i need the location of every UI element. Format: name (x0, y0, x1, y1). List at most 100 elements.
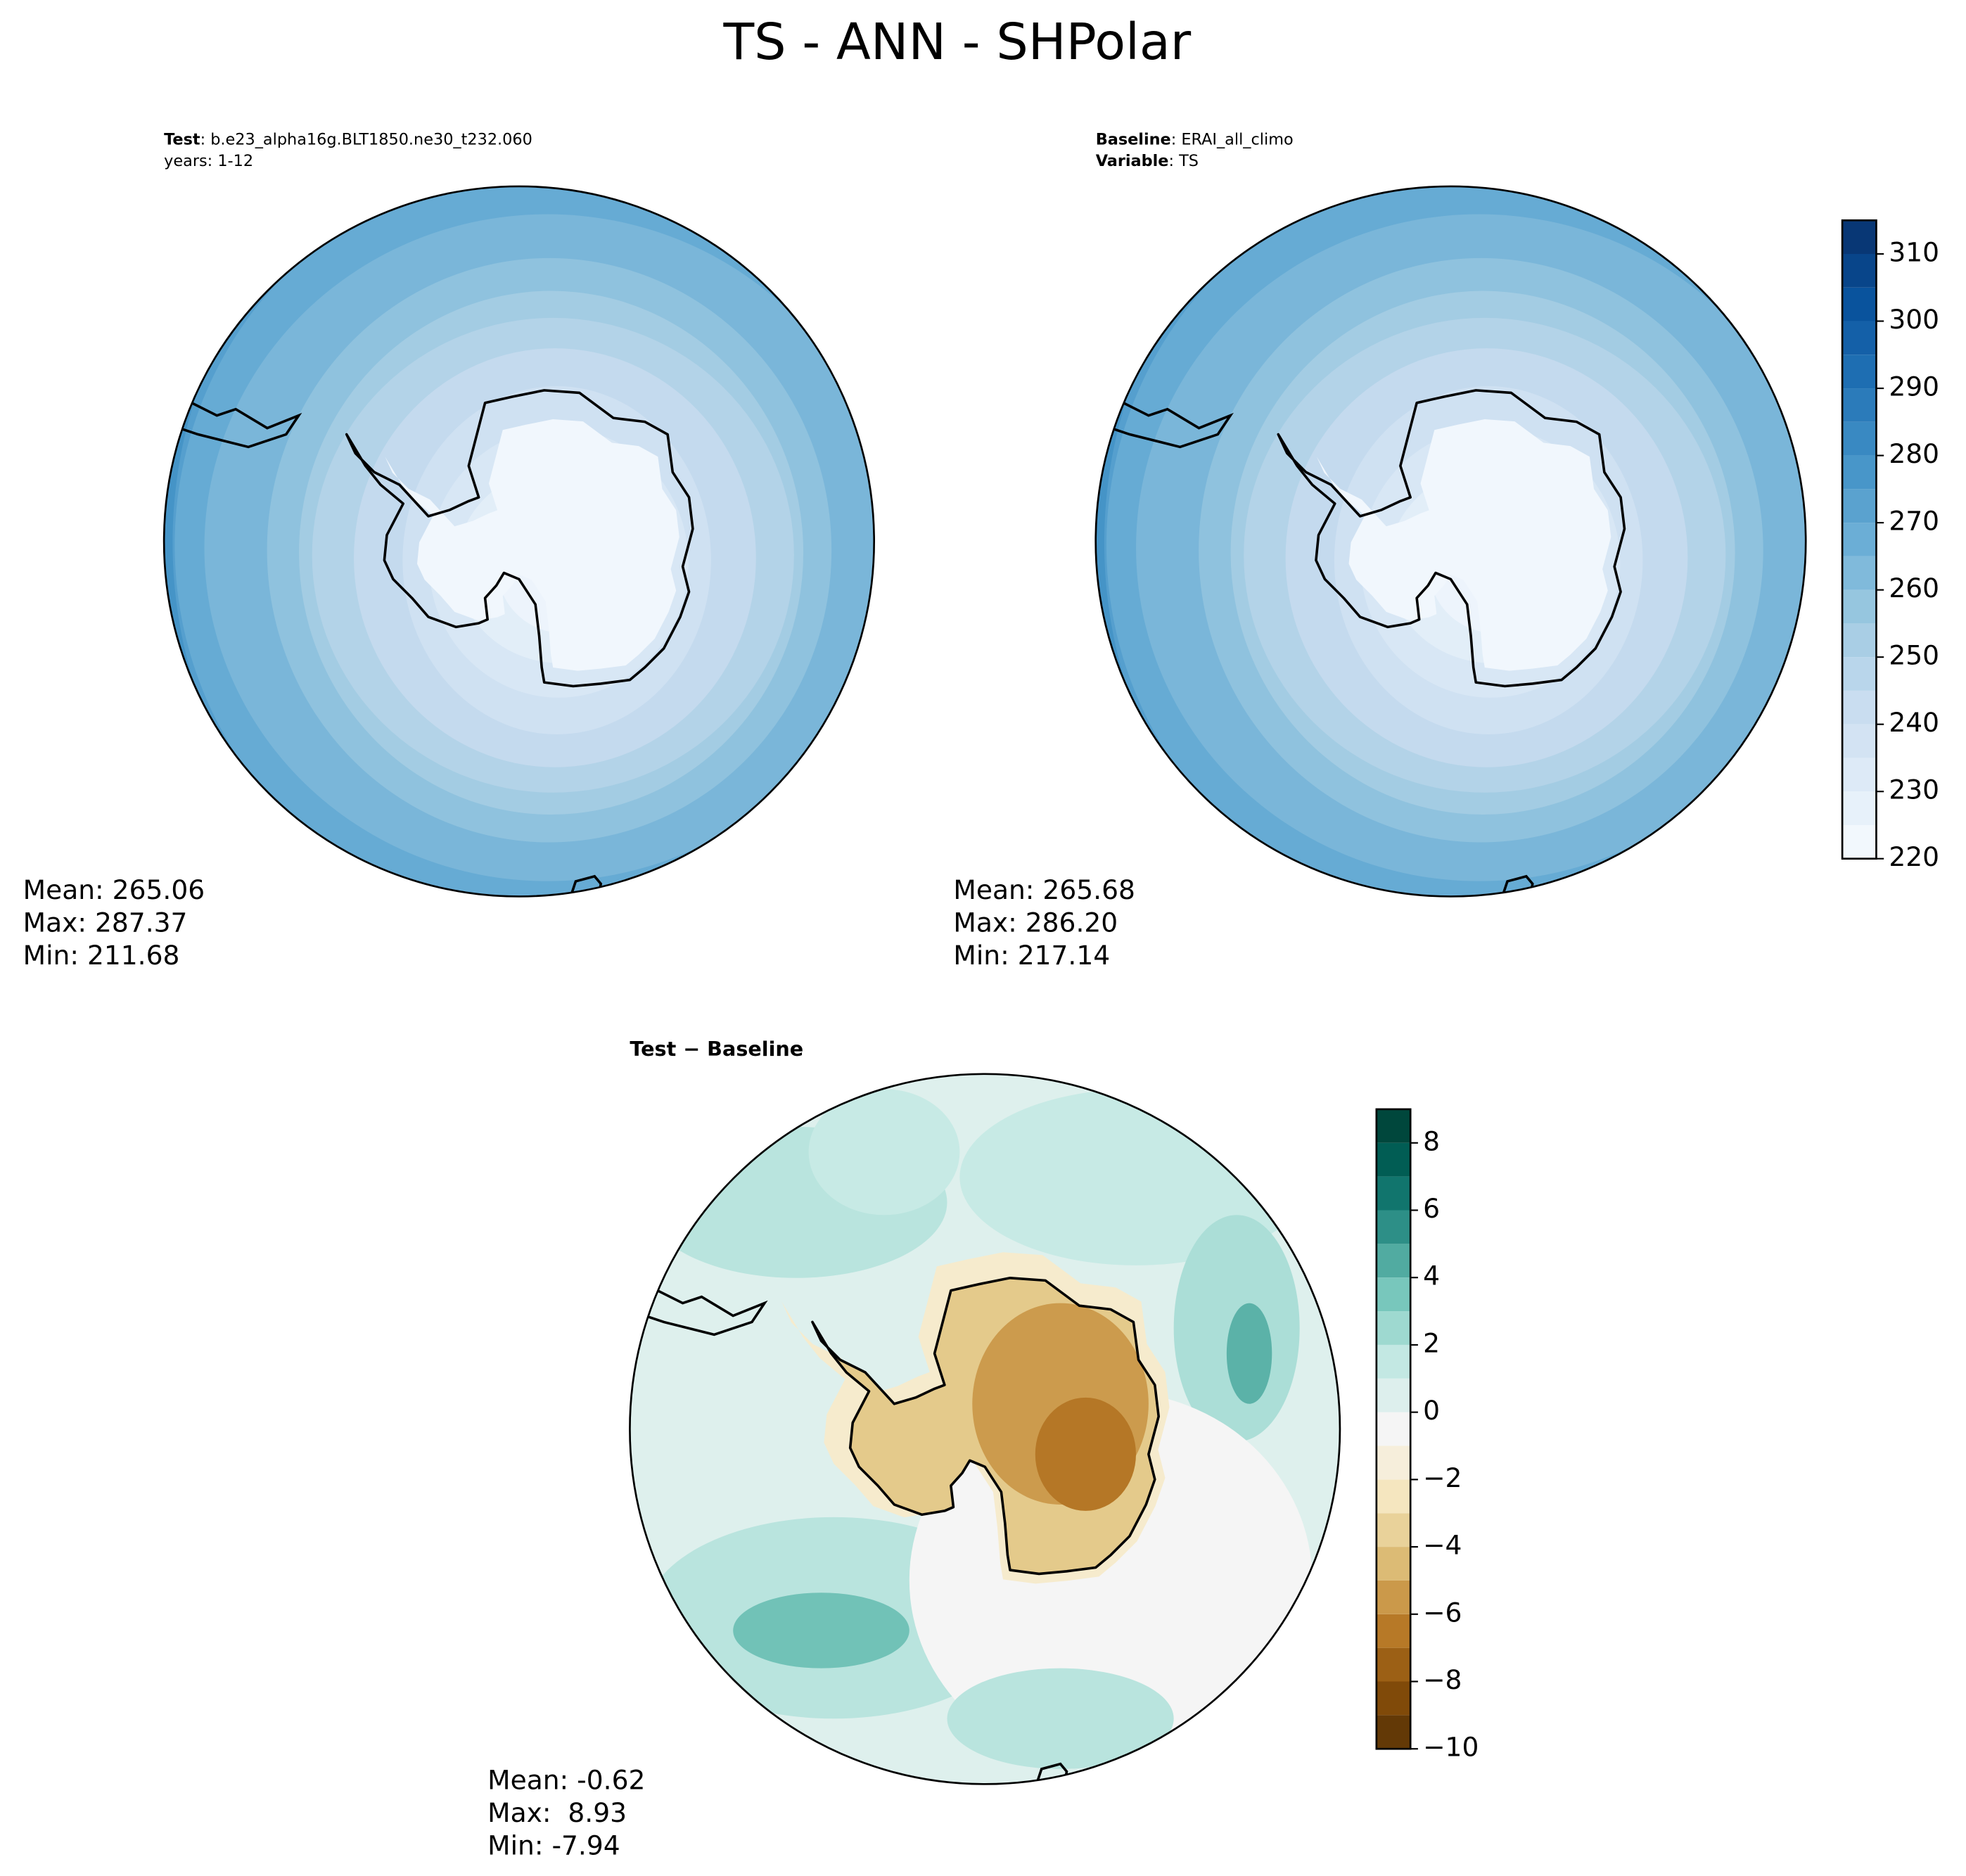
colorbar-band (1842, 287, 1877, 321)
header-text: : b.e23_alpha16g.BLT1850.ne30_t232.060 (200, 130, 532, 148)
colorbar-tick-label: 6 (1423, 1193, 1440, 1224)
colorbar-band (1376, 1446, 1411, 1480)
stat-text: Max: 287.37 (23, 907, 188, 938)
contour-band (808, 1089, 960, 1215)
colorbar-band (1842, 455, 1877, 490)
coastline (644, 1289, 768, 1336)
colorbar-band (1376, 1614, 1411, 1648)
colorbar-band (1376, 1479, 1411, 1514)
colorbar-tick-label: −8 (1423, 1664, 1462, 1695)
colorbar-tick-label: −10 (1423, 1732, 1479, 1763)
colorbar-tick-label: 4 (1423, 1261, 1440, 1291)
colorbar-tick-label: 8 (1423, 1125, 1440, 1156)
coastline (1110, 402, 1234, 449)
colorbar-band (1376, 1580, 1411, 1614)
colorbar-band (1842, 421, 1877, 456)
colorbar-band (1842, 758, 1877, 792)
panel-header: Baseline: ERAI_all_climo (1096, 130, 1294, 148)
stat-text: Mean: -0.62 (487, 1764, 645, 1795)
colorbar-band (1376, 1715, 1411, 1749)
colorbar-tick-label: 260 (1889, 573, 1939, 604)
map-boundary (629, 1073, 1341, 1785)
colorbar-tick-label: −2 (1423, 1462, 1462, 1493)
panel-header: years: 1-12 (164, 152, 253, 170)
ice (385, 419, 679, 671)
colorbar-band (1376, 1344, 1411, 1379)
colorbar-band (1376, 1547, 1411, 1581)
colorbar-band (1376, 1109, 1411, 1143)
colorbar-band (1376, 1311, 1411, 1345)
colorbar-band (1842, 355, 1877, 389)
colorbar-band (1842, 220, 1877, 255)
colorbar-frame (1375, 1108, 1412, 1750)
header-label: Baseline (1096, 130, 1171, 148)
colorbar-band (1842, 791, 1877, 825)
colorbar-tick-label: −6 (1423, 1597, 1462, 1628)
colorbar-band (1376, 1513, 1411, 1548)
panel-header: Variable: TS (1096, 152, 1199, 170)
header-label: Test − Baseline (630, 1037, 803, 1061)
panel-header: Test: b.e23_alpha16g.BLT1850.ne30_t232.0… (164, 130, 532, 148)
stat-text: Min: 211.68 (23, 940, 180, 971)
colorbar-band (1842, 254, 1877, 288)
colorbar-frame (1841, 219, 1877, 860)
contour-band (1035, 1397, 1136, 1511)
colorbar-band (1842, 724, 1877, 758)
colorbar-tick-label: 0 (1423, 1395, 1440, 1426)
stat-text: Max: 286.20 (953, 907, 1118, 938)
colorbar-band (1842, 589, 1877, 624)
header-text: years: 1-12 (164, 152, 253, 170)
stat-text: Min: 217.14 (953, 940, 1110, 971)
colorbar-band (1842, 657, 1877, 691)
colorbar-band (1376, 1647, 1411, 1682)
colorbar-tick-label: 250 (1889, 640, 1939, 671)
colorbar-tick-label: 310 (1889, 237, 1939, 268)
colorbar-band (1842, 388, 1877, 422)
colorbar-tick-label: 300 (1889, 304, 1939, 335)
colorbar-band (1376, 1244, 1411, 1278)
colorbar-tick-label: 230 (1889, 774, 1939, 805)
header-label: Variable (1096, 152, 1169, 170)
colorbar-band (1376, 1681, 1411, 1716)
colorbar-band (1842, 489, 1877, 523)
colorbar-band (1376, 1142, 1411, 1177)
ice (1316, 419, 1611, 671)
panel-header: Test − Baseline (630, 1037, 803, 1061)
coastline (1277, 389, 1626, 688)
colorbar-band (1376, 1277, 1411, 1312)
colorbar-band (1376, 1378, 1411, 1412)
colorbar-band (1842, 690, 1877, 725)
colorbar-tick-label: 240 (1889, 707, 1939, 738)
stat-text: Max: 8.93 (487, 1797, 627, 1828)
contour-band (947, 1668, 1174, 1769)
map-boundary (1094, 185, 1807, 898)
colorbar-band (1842, 321, 1877, 355)
coastline (811, 1276, 1160, 1576)
map (164, 186, 874, 897)
colorbar-band (1842, 523, 1877, 556)
contour-band (733, 1593, 909, 1668)
stat-text: Min: -7.94 (487, 1830, 620, 1861)
colorbar-band (1376, 1412, 1411, 1446)
colorbar-band (1842, 623, 1877, 658)
colorbar-tick-label: 270 (1889, 506, 1939, 537)
contour-band (1226, 1303, 1272, 1404)
colorbar-band (1376, 1210, 1411, 1244)
header-text: : ERAI_all_climo (1171, 130, 1294, 148)
colorbar-tick-label: 280 (1889, 438, 1939, 469)
colorbar-tick-label: 220 (1889, 841, 1939, 872)
colorbar-band (1376, 1176, 1411, 1211)
header-text: : TS (1168, 152, 1199, 170)
stat-text: Mean: 265.68 (953, 874, 1135, 905)
header-label: Test (164, 130, 200, 148)
map (630, 1073, 1340, 1785)
figure-title: TS - ANN - SHPolar (722, 13, 1191, 71)
map-boundary (162, 185, 876, 898)
colorbar-tick-label: 290 (1889, 371, 1939, 402)
colorbar-tick-label: 2 (1423, 1327, 1440, 1358)
coastline (179, 402, 302, 449)
colorbar-band (1842, 556, 1877, 590)
coastline (345, 389, 694, 688)
